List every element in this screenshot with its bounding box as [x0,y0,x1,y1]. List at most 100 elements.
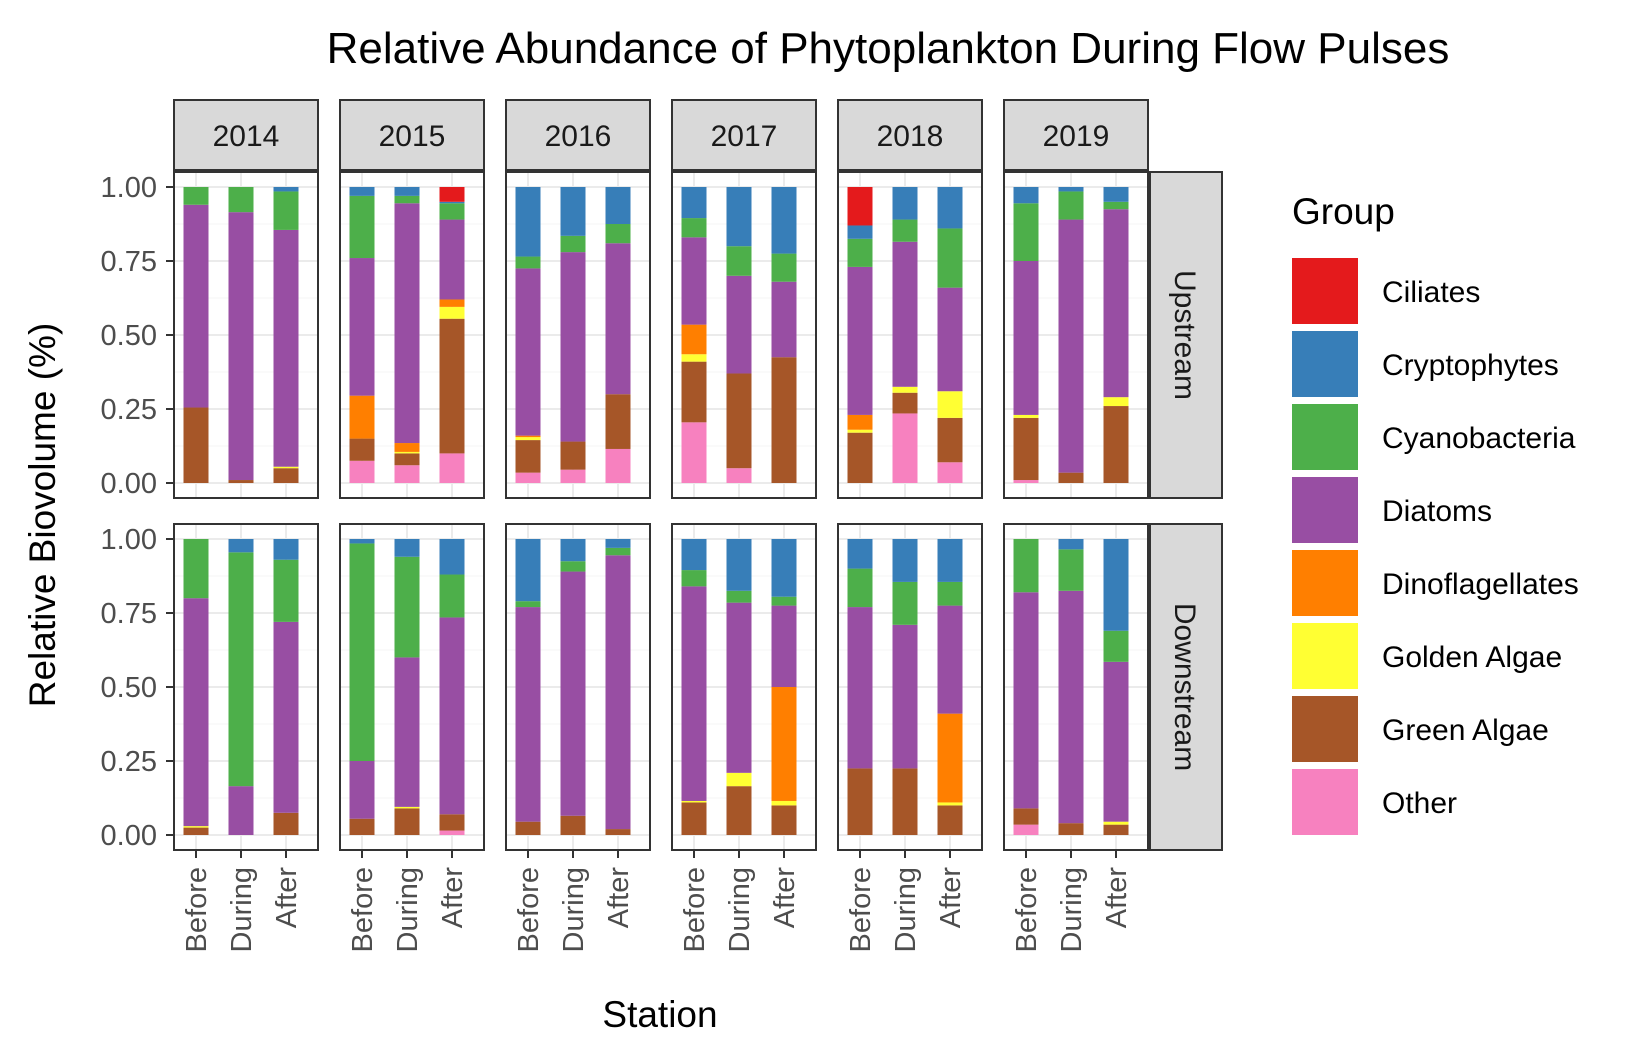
bar-segment-cryptophytes [937,187,963,229]
bar-segment-cyanobacteria [349,195,375,259]
bar-segment-other [892,413,918,483]
bar-segment-diatoms [183,204,209,408]
x-tick-label-after: After [603,867,635,929]
bar-segment-green-algae [1103,824,1129,835]
bar-during [726,539,752,835]
bar-segment-diatoms [1103,209,1129,398]
legend-key-cyanobacteria [1292,404,1358,470]
bar-segment-diatoms [515,607,541,822]
bar-segment-diatoms [1013,592,1039,809]
bar-before [681,539,707,835]
legend-item-green-algae: Green Algae [1292,696,1549,762]
bar-segment-golden-algae [1013,414,1039,418]
panel-border [1003,523,1149,851]
bar-segment-green-algae [1058,823,1084,835]
bar-segment-green-algae [349,438,375,461]
y-tick-label: 0.50 [101,672,157,704]
chart-title: Relative Abundance of Phytoplankton Duri… [327,24,1450,73]
bar-segment-cryptophytes [1058,187,1084,192]
bar-segment-green-algae [394,453,420,466]
bar-after [771,187,797,483]
legend-key-diatoms [1292,477,1358,543]
bar-segment-diatoms [892,241,918,387]
bar-segment-golden-algae [771,800,797,806]
bar-segment-diatoms [394,657,420,807]
bar-segment-diatoms [349,761,375,819]
bar-segment-green-algae [515,440,541,473]
bar-segment-other [439,453,465,483]
bar-segment-diatoms [771,605,797,687]
panel-border [505,171,651,499]
bar-segment-cryptophytes [937,539,963,582]
panel-downstream-2015 [339,523,485,851]
bar-segment-cryptophytes [605,187,631,224]
bar-after [605,187,631,483]
bar-during [228,187,254,483]
bar-segment-dinoflagellates [681,324,707,355]
legend-key-ciliates [1292,258,1358,324]
x-tick-label-after: After [1101,867,1133,929]
strip-col-box-2014 [173,99,319,171]
bar-segment-cyanobacteria [183,539,209,599]
strip-row-upstream: Upstream [1149,171,1223,499]
bar-segment-cryptophytes [847,225,873,239]
bar-segment-cyanobacteria [394,195,420,204]
x-tick-label-before: Before [181,867,213,952]
bar-before [349,187,375,483]
strip-col-label-2019: 2019 [1043,120,1110,153]
bar-segment-golden-algae [1103,397,1129,407]
legend-key-cryptophytes [1292,331,1358,397]
bar-segment-green-algae [847,432,873,483]
x-tick-label-before: Before [347,867,379,952]
panel-border [173,523,319,851]
bar-before [183,539,209,835]
bar-segment-other [439,830,465,835]
bar-segment-diatoms [726,602,752,773]
bar-after [273,187,299,483]
bar-segment-diatoms [847,266,873,415]
legend-label: Golden Algae [1382,641,1562,674]
bar-segment-cyanobacteria [681,218,707,238]
bar-segment-cyanobacteria [273,559,299,622]
bar-segment-other [605,448,631,483]
bar-segment-golden-algae [681,354,707,362]
bar-during [1058,539,1084,835]
bar-during [560,539,586,835]
strip-col-box-2015 [339,99,485,171]
bar-segment-golden-algae [183,826,209,828]
bar-segment-green-algae [605,394,631,449]
panel-border [837,171,983,499]
x-tick-label-during: During [1056,867,1088,952]
bar-segment-cyanobacteria [605,547,631,556]
bar-during [892,187,918,483]
legend-item-dinoflagellates: Dinoflagellates [1292,550,1579,616]
bar-after [605,539,631,835]
bar-segment-dinoflagellates [771,687,797,801]
panel-border [173,171,319,499]
bar-segment-other [681,422,707,483]
strip-col-2019: 2019 [1003,99,1149,171]
strip-col-box-2018 [837,99,983,171]
bar-segment-diatoms [273,621,299,813]
bar-segment-cyanobacteria [1103,630,1129,662]
panel-border [339,523,485,851]
bar-segment-cryptophytes [349,187,375,196]
panel-border [1003,171,1149,499]
bar-segment-cyanobacteria [394,556,420,658]
bar-segment-diatoms [847,607,873,769]
x-tick-label-during: During [558,867,590,952]
bar-segment-golden-algae [394,451,420,454]
bar-segment-cyanobacteria [892,581,918,625]
bar-segment-cyanobacteria [439,203,465,220]
bar-segment-dinoflagellates [394,443,420,452]
y-tick-label: 0.50 [101,320,157,352]
bar-before [1013,539,1039,835]
bar-segment-cyanobacteria [726,590,752,603]
bar-before [515,187,541,483]
bar-segment-golden-algae [515,437,541,441]
bar-segment-golden-algae [892,386,918,393]
bar-segment-cyanobacteria [1103,201,1129,210]
bar-segment-dinoflagellates [439,299,465,307]
bar-segment-cryptophytes [394,539,420,557]
